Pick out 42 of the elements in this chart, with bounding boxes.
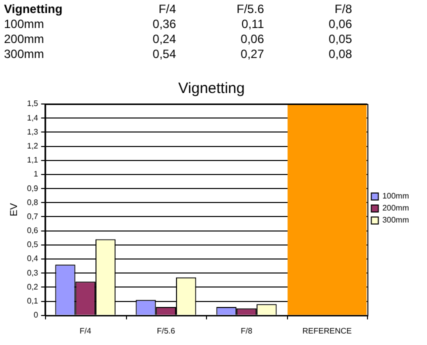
y-tick-label: 0,9 <box>26 184 39 193</box>
text: F/8 <box>334 2 352 17</box>
legend-label: 300mm <box>382 216 410 225</box>
text: 0,24 <box>152 32 176 47</box>
text: 0,05 <box>328 32 352 47</box>
x-tick-label: REFERENCE <box>302 326 352 336</box>
y-axis-title: EV <box>8 202 20 216</box>
x-tick-label: F/5.6 <box>156 326 176 336</box>
y-tick-label: 0,2 <box>26 282 39 292</box>
legend-label: 100mm <box>382 192 410 201</box>
x-tick-label: F/4 <box>80 326 92 336</box>
legend-label: 200mm <box>382 204 410 213</box>
y-tick-label: 1 <box>34 170 39 179</box>
bar <box>288 104 367 315</box>
text: Vignetting <box>4 2 64 17</box>
y-tick-label: 0 <box>34 310 39 320</box>
y-tick-label: 0,3 <box>26 268 39 278</box>
y-tick-label: 0,8 <box>26 198 39 207</box>
text: 0,54 <box>152 47 176 62</box>
y-tick-label: 1,5 <box>26 99 39 108</box>
y-tick-label: 1,2 <box>26 141 39 150</box>
y-tick-label: 1,4 <box>26 113 39 122</box>
y-tick-label: 0,1 <box>26 296 39 306</box>
text: 0,11 <box>240 17 264 32</box>
text: 200mm <box>4 32 46 47</box>
y-tick-label: 0,4 <box>26 254 39 264</box>
y-tick-label: 0,6 <box>26 226 39 236</box>
x-tick-label: F/8 <box>240 326 253 336</box>
y-tick-label: 0,5 <box>26 240 39 250</box>
text: 100mm <box>4 17 46 32</box>
y-tick-label: 0,7 <box>26 212 39 221</box>
text: F/4 <box>158 2 176 17</box>
text: 0,27 <box>240 47 264 62</box>
y-tick-label: 1,3 <box>26 127 39 136</box>
y-tick-label: 1,1 <box>26 156 39 165</box>
text: 0,08 <box>328 47 352 62</box>
chart-title: Vignetting <box>178 80 245 98</box>
text: F/5.6 <box>236 2 264 17</box>
text: 0,36 <box>152 17 176 32</box>
text: 300mm <box>4 47 46 62</box>
text: 0,06 <box>328 17 352 32</box>
text: 0,06 <box>240 32 264 47</box>
